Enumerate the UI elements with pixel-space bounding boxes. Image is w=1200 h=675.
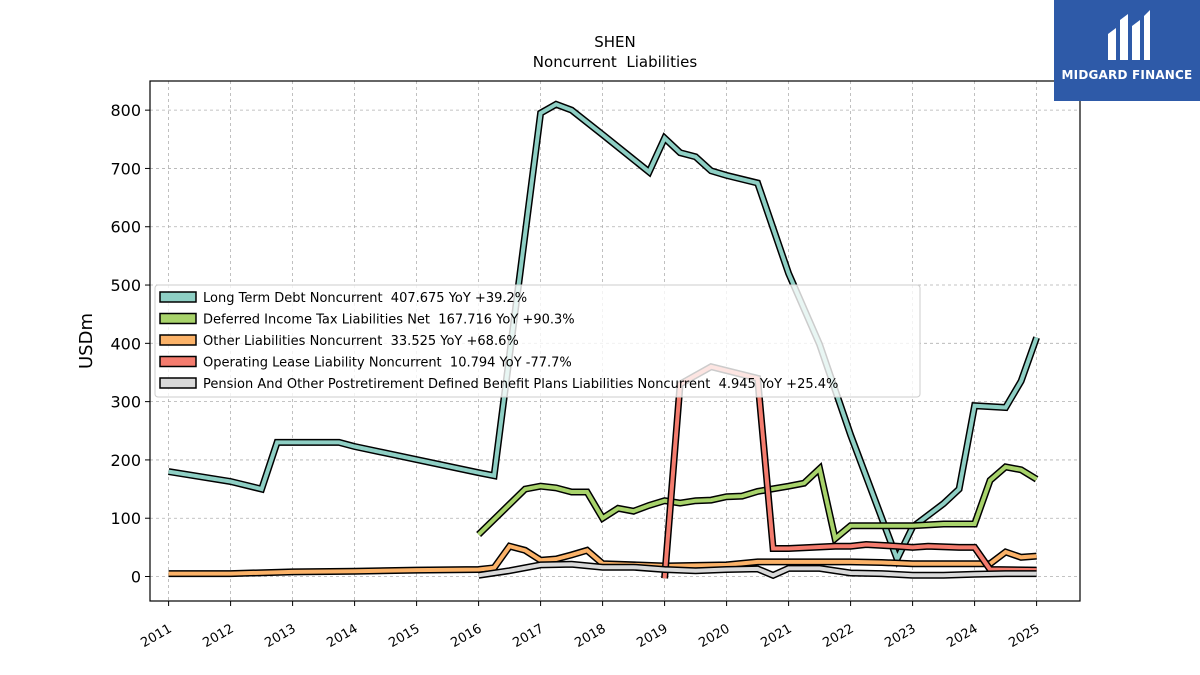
x-tick-label: 2025 — [1006, 621, 1042, 651]
x-tick-label: 2018 — [572, 621, 608, 651]
legend-label: Other Liabilities Noncurrent 33.525 YoY … — [203, 334, 519, 349]
legend-label: Pension And Other Postretirement Defined… — [203, 377, 838, 392]
legend-box — [154, 284, 921, 398]
y-tick-label: 700 — [110, 159, 141, 178]
series-2 — [168, 542, 1037, 578]
x-tick-label: 2024 — [944, 621, 980, 651]
y-tick-label: 200 — [110, 451, 141, 470]
series-layer — [168, 100, 1040, 580]
legend-item: Other Liabilities Noncurrent 33.525 YoY … — [159, 334, 519, 349]
y-tick-label: 800 — [110, 101, 141, 120]
legend-item: Operating Lease Liability Noncurrent 10.… — [159, 355, 572, 371]
x-tick-label: 2021 — [758, 621, 794, 651]
series-line — [168, 102, 1039, 565]
x-tick-label: 2022 — [820, 621, 856, 651]
y-axis: 0 100 200 300 400 500 600 700 800 — [110, 101, 150, 587]
brand-logo: MIDGARD FINANCE — [1054, 0, 1200, 101]
x-tick-label: 2013 — [262, 621, 298, 651]
legend-label: Long Term Debt Noncurrent 407.675 YoY +3… — [203, 291, 527, 306]
legend-item: Deferred Income Tax Liabilities Net 167.… — [159, 312, 575, 328]
legend-swatch — [159, 377, 197, 389]
x-tick-label: 2016 — [448, 621, 484, 651]
legend-label: Operating Lease Liability Noncurrent 10.… — [203, 356, 572, 371]
y-tick-label: 600 — [110, 218, 141, 237]
x-axis: 2011 2012 2013 2014 2015 2016 2017 2018 2019 2020… — [138, 601, 1043, 651]
legend-item: Pension And Other Postretirement Defined… — [159, 377, 838, 392]
legend-swatch — [159, 334, 197, 346]
midgard-logo-icon — [1108, 10, 1150, 60]
series-line — [477, 464, 1038, 543]
x-tick-label: 2015 — [386, 621, 422, 651]
y-tick-label: 300 — [110, 393, 141, 412]
legend-item: Long Term Debt Noncurrent 407.675 YoY +3… — [159, 291, 527, 306]
x-tick-label: 2019 — [634, 621, 670, 651]
series-1 — [476, 461, 1039, 545]
x-tick-label: 2011 — [138, 621, 174, 651]
plot-frame — [149, 80, 1081, 602]
x-tick-label: 2017 — [510, 621, 546, 651]
legend-label: Deferred Income Tax Liabilities Net 167.… — [203, 313, 575, 328]
y-tick-label: 400 — [110, 334, 141, 353]
x-tick-label: 2020 — [696, 621, 732, 651]
chart-subtitle: Noncurrent Liabilities — [533, 53, 698, 71]
series-line — [478, 562, 1037, 578]
chart-title: SHEN — [594, 33, 636, 51]
x-tick-label: 2014 — [324, 621, 360, 651]
x-tick-label: 2023 — [882, 621, 918, 651]
legend-swatch — [159, 312, 197, 325]
series-0 — [168, 100, 1040, 568]
series-line-outline — [476, 461, 1039, 545]
y-tick-label: 0 — [131, 568, 141, 587]
x-tick-label: 2012 — [200, 621, 236, 651]
y-tick-label: 100 — [110, 509, 141, 528]
legend-swatch — [159, 355, 197, 368]
brand-name: MIDGARD FINANCE — [1061, 68, 1193, 82]
legend: Long Term Debt Noncurrent 407.675 YoY +3… — [154, 284, 921, 398]
y-tick-label: 500 — [110, 276, 141, 295]
series-4 — [478, 560, 1037, 580]
legend-swatch — [159, 291, 197, 303]
series-line — [168, 543, 1037, 576]
y-axis-label: USDm — [76, 313, 97, 369]
